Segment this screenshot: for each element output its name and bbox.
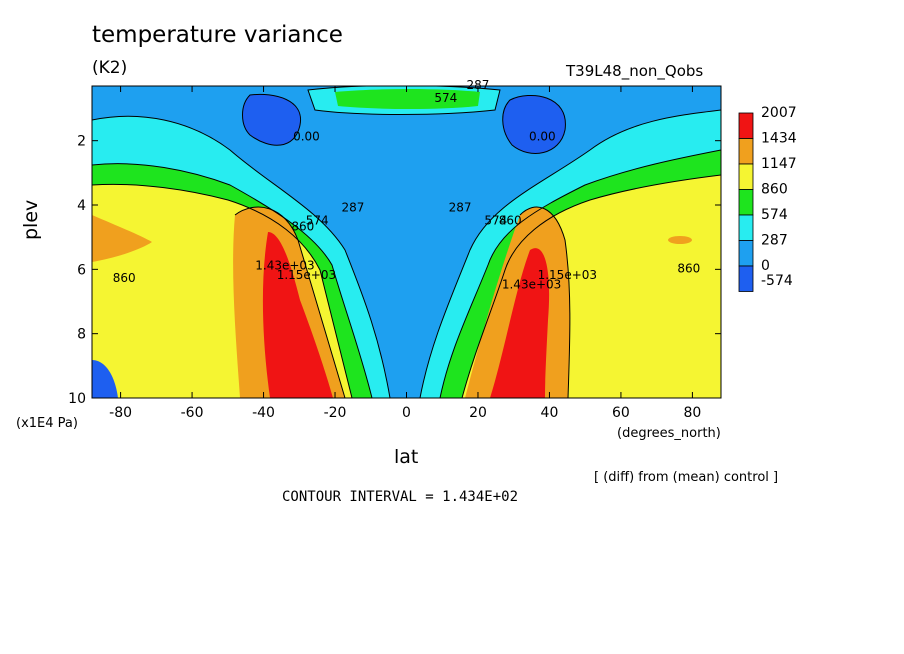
chart-units: (K2) bbox=[92, 58, 128, 78]
x-axis-units: (degrees_north) bbox=[617, 426, 721, 441]
contour-line bbox=[92, 183, 353, 398]
contour-label: 860 bbox=[499, 213, 522, 227]
colorbar-swatch bbox=[738, 265, 754, 292]
contour-label: 1.43e+03 bbox=[502, 278, 561, 292]
colorbar-label: 0 bbox=[761, 258, 770, 274]
contour-label: 574 bbox=[306, 213, 329, 227]
contour-label: 287 bbox=[341, 200, 364, 214]
x-tick-label: 0 bbox=[402, 405, 411, 421]
contour-label: 860 bbox=[113, 271, 136, 285]
colorbar-swatch bbox=[738, 163, 754, 190]
contour-line bbox=[519, 206, 571, 398]
contour-label: 0.00 bbox=[293, 130, 320, 144]
contour-line bbox=[419, 109, 721, 398]
y-axis-units: (x1E4 Pa) bbox=[16, 416, 78, 431]
contour-lines bbox=[92, 86, 721, 398]
colorbar-label: 287 bbox=[761, 233, 788, 249]
contour-label: 287 bbox=[449, 200, 472, 214]
y-tick-label: 2 bbox=[77, 134, 86, 150]
contour-label: 0.00 bbox=[529, 130, 556, 144]
colorbar-label: 574 bbox=[761, 207, 788, 223]
chart-title: temperature variance bbox=[92, 22, 343, 48]
colorbar-label: 1147 bbox=[761, 156, 797, 172]
contour-line bbox=[234, 206, 346, 398]
contour-label: 574 bbox=[434, 91, 457, 105]
y-tick-label: 8 bbox=[77, 327, 86, 343]
colorbar-label: 1434 bbox=[761, 131, 797, 147]
colorbar-label: 860 bbox=[761, 182, 788, 198]
contour-fills bbox=[92, 86, 721, 398]
fill-neg-bottom-left bbox=[92, 360, 118, 398]
contour-label: 860 bbox=[677, 262, 700, 276]
contour-line bbox=[461, 174, 721, 398]
colorbar-label: -574 bbox=[761, 273, 793, 289]
y-tick-label: 4 bbox=[77, 198, 86, 214]
x-tick-label: 40 bbox=[541, 405, 559, 421]
colorbar-label: 2007 bbox=[761, 105, 797, 121]
x-tick-label: -20 bbox=[324, 405, 347, 421]
x-tick-label: 20 bbox=[469, 405, 487, 421]
contour-interval: CONTOUR INTERVAL = 1.434E+02 bbox=[282, 489, 519, 505]
fill-neg-left bbox=[242, 94, 301, 146]
y-tick-label: 6 bbox=[77, 262, 86, 278]
fill-level-1434 bbox=[262, 232, 333, 398]
x-tick-label: 60 bbox=[612, 405, 630, 421]
fill-top-574 bbox=[335, 89, 480, 109]
colorbar-swatch bbox=[738, 112, 754, 139]
x-tick-label: 80 bbox=[683, 405, 701, 421]
x-tick-label: -40 bbox=[252, 405, 275, 421]
contour-line bbox=[502, 94, 566, 154]
contour-label: 574 bbox=[484, 213, 507, 227]
y-tick-label: 10 bbox=[68, 391, 86, 407]
x-tick-label: -80 bbox=[109, 405, 132, 421]
contour-line bbox=[439, 149, 721, 398]
contour-label: 1.15e+03 bbox=[538, 268, 597, 282]
axes: -80 -60 -40 -20 0 20 40 60 80 2 4 6 8 10 bbox=[68, 86, 721, 421]
colorbar-swatch bbox=[738, 214, 754, 241]
colorbar-swatch bbox=[738, 240, 754, 267]
fill-blob-1147-left bbox=[92, 215, 152, 262]
contour-line bbox=[92, 163, 373, 398]
footer-note: [ (diff) from (mean) control ] bbox=[594, 470, 779, 485]
fill-neg-right bbox=[502, 95, 566, 154]
colorbar-swatch bbox=[738, 138, 754, 165]
contour-label: 860 bbox=[291, 220, 314, 234]
fill-blob-1147-right bbox=[668, 236, 692, 244]
contour-label: 287 bbox=[467, 78, 490, 92]
contour-label: 1.15e+03 bbox=[277, 268, 336, 282]
contour-line bbox=[92, 115, 391, 398]
colorbar: 2007 1434 1147 860 574 287 0-574 bbox=[738, 105, 797, 292]
x-axis-label: lat bbox=[394, 446, 419, 468]
colorbar-swatch bbox=[738, 189, 754, 216]
run-label: T39L48_non_Qobs bbox=[566, 62, 704, 80]
x-tick-label: -60 bbox=[181, 405, 204, 421]
fill-level-1434-right bbox=[490, 248, 550, 398]
contour-label: 1.43e+03 bbox=[255, 258, 314, 272]
contour-line bbox=[242, 93, 301, 146]
